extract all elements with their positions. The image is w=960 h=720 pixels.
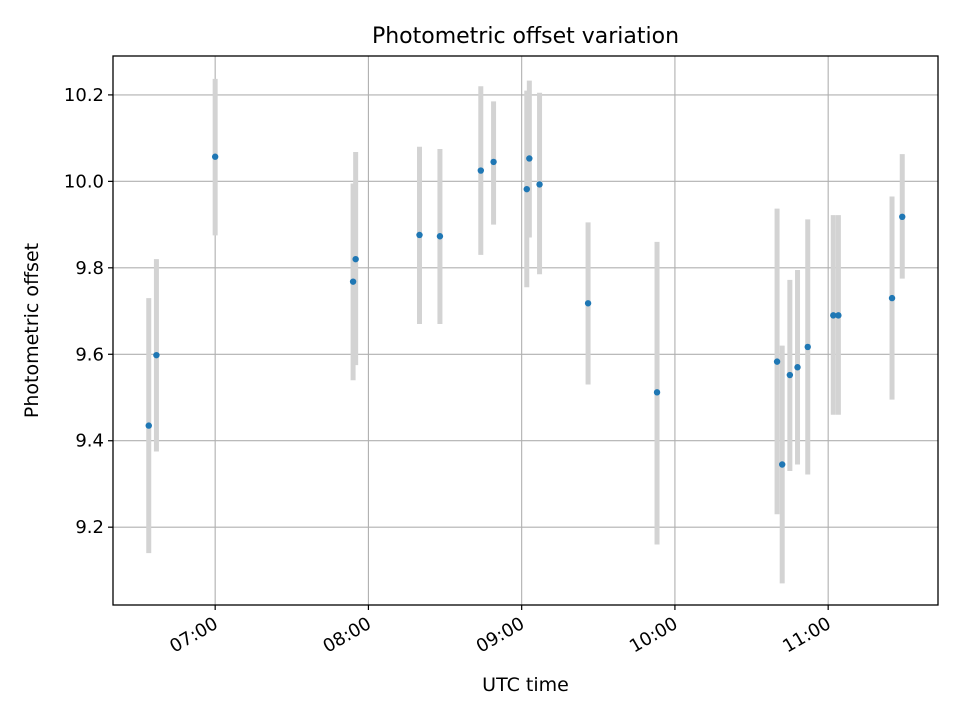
data-point [804,343,811,351]
data-point [523,185,530,193]
y-tick-label: 10.0 [64,171,104,192]
data-point [145,422,152,429]
data-point [786,371,794,379]
data-point [416,231,423,239]
x-axis-label: UTC time [482,674,569,696]
data-point [477,167,485,174]
data-point [153,351,160,359]
data-point [830,312,837,319]
data-point [835,312,842,319]
data-point [899,213,906,221]
chart-title: Photometric offset variation [372,24,679,49]
y-tick-label: 9.2 [75,517,104,538]
data-point [436,233,444,240]
data-point [888,294,896,302]
data-point [794,364,801,371]
grid [113,56,938,605]
data-point [211,153,219,160]
data-point [773,358,781,365]
data-point [584,300,592,307]
data-point [352,255,359,263]
y-tick-label: 9.6 [75,344,104,365]
y-tick-label: 10.2 [64,85,104,106]
data-point [653,389,661,396]
data-points [145,153,906,468]
y-tick-label: 9.8 [75,258,104,279]
axis-ticks: 9.29.49.69.810.010.207:00 08:00 09:00 10:00… [64,85,835,657]
data-point [349,278,357,285]
plot-frame [112,55,939,606]
data-point [490,158,497,166]
data-point [526,155,533,162]
y-tick-label: 9.4 [75,431,104,452]
y-axis-label: Photometric offset [21,243,43,418]
data-point [778,461,786,468]
data-point [536,181,543,188]
